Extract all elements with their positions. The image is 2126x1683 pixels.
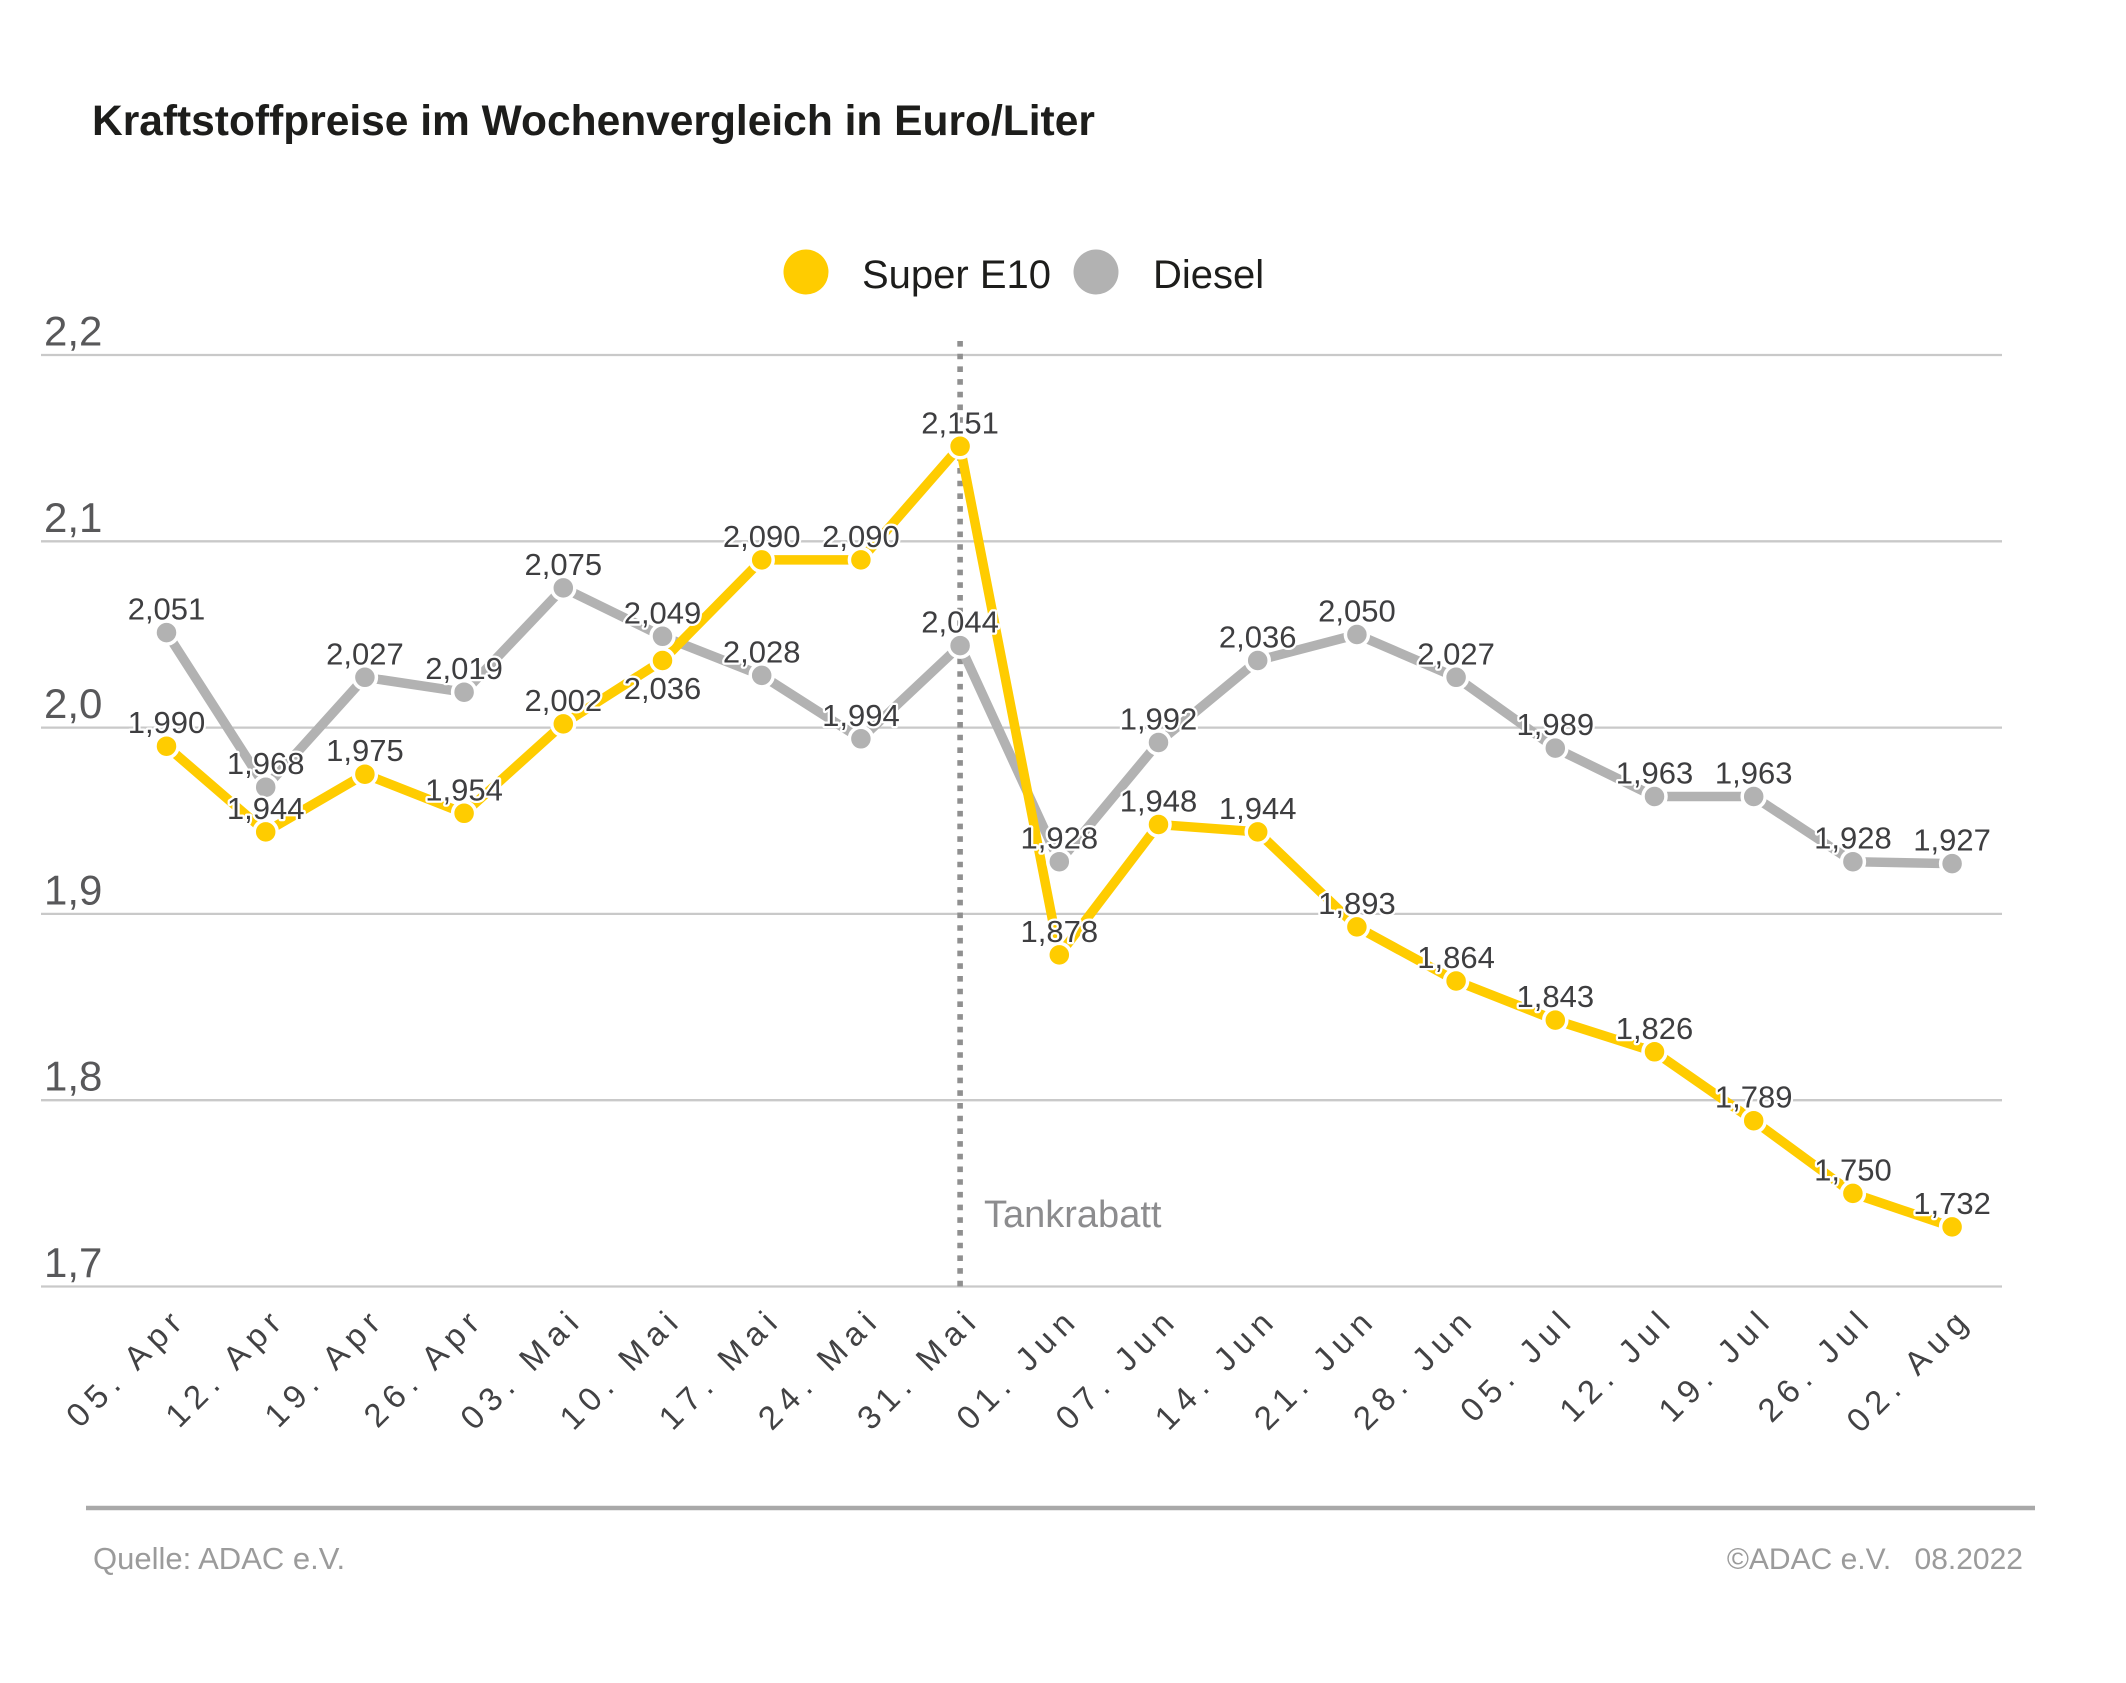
svg-text:2,1: 2,1	[44, 494, 102, 541]
svg-text:1,989: 1,989	[1517, 707, 1595, 742]
svg-text:1,732: 1,732	[1913, 1186, 1991, 1221]
svg-text:2,044: 2,044	[921, 605, 999, 640]
svg-text:1,992: 1,992	[1120, 702, 1198, 737]
svg-text:2,036: 2,036	[1219, 620, 1297, 655]
svg-text:1,864: 1,864	[1417, 940, 1495, 975]
svg-text:Super E10: Super E10	[862, 253, 1051, 297]
svg-text:2,027: 2,027	[1417, 636, 1495, 671]
svg-text:1,789: 1,789	[1715, 1080, 1793, 1115]
svg-text:1,975: 1,975	[326, 733, 404, 768]
svg-text:2,027: 2,027	[326, 636, 404, 671]
svg-text:1,7: 1,7	[44, 1239, 102, 1286]
svg-text:1,878: 1,878	[1021, 914, 1099, 949]
svg-text:1,963: 1,963	[1715, 756, 1793, 791]
svg-text:2,0: 2,0	[44, 680, 102, 727]
svg-text:©ADAC e.V. 08.2022: ©ADAC e.V. 08.2022	[1727, 1543, 2023, 1576]
svg-text:2,075: 2,075	[525, 547, 603, 582]
svg-text:1,8: 1,8	[44, 1053, 102, 1100]
svg-text:Quelle: ADAC e.V.: Quelle: ADAC e.V.	[93, 1541, 345, 1576]
svg-text:1,9: 1,9	[44, 866, 102, 913]
svg-text:1,948: 1,948	[1120, 784, 1198, 819]
svg-text:1,994: 1,994	[822, 698, 900, 733]
svg-text:1,826: 1,826	[1616, 1011, 1694, 1046]
svg-text:2,028: 2,028	[723, 634, 801, 669]
svg-text:2,050: 2,050	[1318, 594, 1396, 629]
svg-text:2,051: 2,051	[128, 592, 206, 627]
svg-text:2,002: 2,002	[525, 683, 603, 718]
svg-text:2,036: 2,036	[624, 671, 702, 706]
svg-text:2,049: 2,049	[624, 595, 702, 630]
svg-text:Tankrabatt: Tankrabatt	[984, 1194, 1162, 1236]
svg-text:1,963: 1,963	[1616, 756, 1694, 791]
svg-text:1,928: 1,928	[1021, 821, 1099, 856]
svg-text:2,151: 2,151	[921, 405, 999, 440]
svg-text:Kraftstoffpreise im Wochenverg: Kraftstoffpreise im Wochenvergleich in E…	[92, 98, 1095, 145]
svg-text:1,927: 1,927	[1913, 823, 1991, 858]
svg-text:1,954: 1,954	[425, 772, 503, 807]
svg-text:2,090: 2,090	[723, 519, 801, 554]
svg-text:1,944: 1,944	[227, 791, 305, 826]
svg-text:2,019: 2,019	[425, 651, 503, 686]
svg-text:Diesel: Diesel	[1153, 253, 1264, 297]
svg-text:1,968: 1,968	[227, 746, 305, 781]
svg-text:1,928: 1,928	[1814, 821, 1892, 856]
svg-text:1,944: 1,944	[1219, 791, 1297, 826]
svg-text:2,2: 2,2	[44, 308, 102, 355]
svg-text:1,843: 1,843	[1517, 979, 1595, 1014]
svg-text:1,893: 1,893	[1318, 886, 1396, 921]
svg-text:2,090: 2,090	[822, 519, 900, 554]
svg-text:1,750: 1,750	[1814, 1152, 1892, 1187]
svg-text:1,990: 1,990	[128, 705, 206, 740]
